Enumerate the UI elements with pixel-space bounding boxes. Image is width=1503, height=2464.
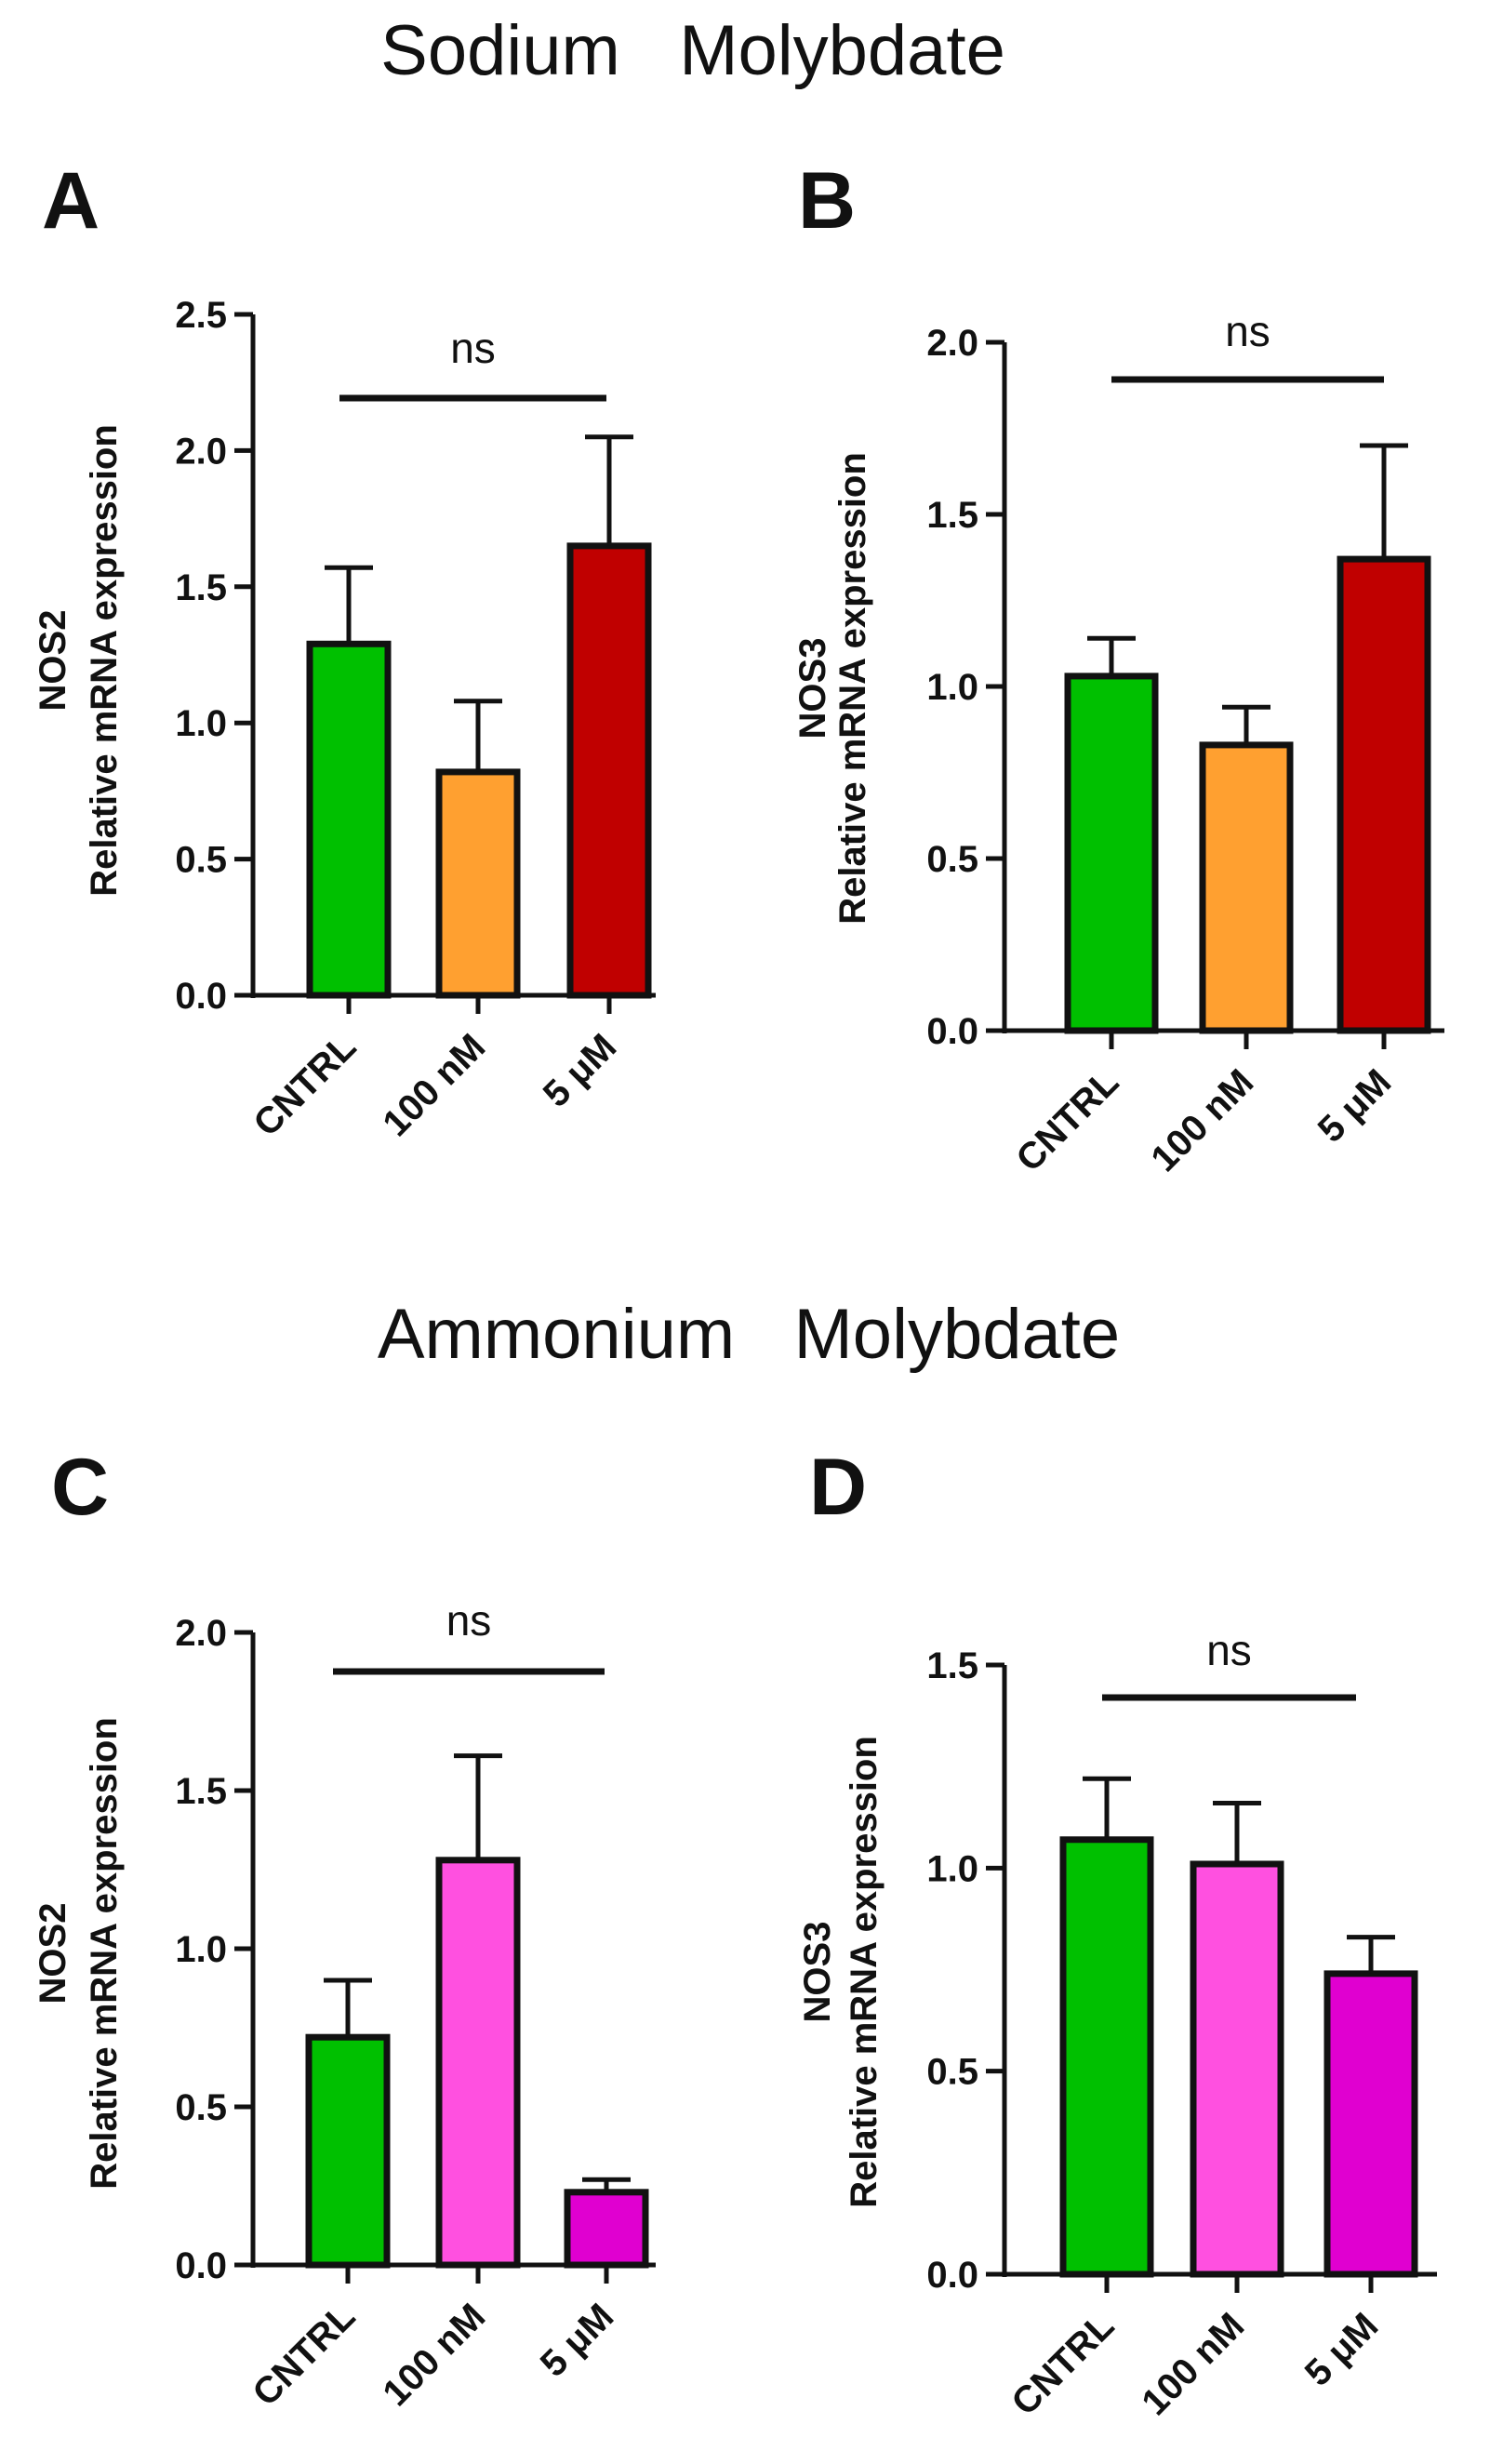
bar-c-2 xyxy=(435,1857,521,2269)
y-tick-label-b-0: 0.0 xyxy=(926,1011,978,1052)
y-tick-label-b-1: 0.5 xyxy=(926,839,978,880)
category-label-b-3: 5 μM xyxy=(1310,1061,1400,1151)
y-tick-label-c-1: 0.5 xyxy=(175,2087,227,2128)
y-axis-label-b-line2: Relative mRNA expression xyxy=(832,452,873,925)
panel-letter-a: A xyxy=(42,156,100,246)
category-label-d-3: 5 μM xyxy=(1297,2305,1387,2394)
category-label-a-3: 5 μM xyxy=(536,1026,625,1115)
bar-b-2 xyxy=(1199,741,1294,1034)
y-axis-label-b-line1: NOS3 xyxy=(792,638,833,739)
significance-label-b: ns xyxy=(1225,307,1270,355)
y-tick-label-a-2: 1.0 xyxy=(175,703,227,744)
chart-plot-c: 0.0 0.5 1.0 1.5 2.0 CNTRL 100 nM 5 μM ns xyxy=(175,1596,656,2414)
y-tick-label-d-3: 1.5 xyxy=(926,1645,978,1686)
bar-d-2 xyxy=(1190,1860,1284,2278)
panel-letter-c: C xyxy=(51,1443,109,1532)
panel-b: B NOS3 Relative mRNA expression 0.0 0.5 1.… xyxy=(792,156,1444,1179)
y-tick-label-a-5: 2.5 xyxy=(175,295,227,336)
significance-label-c: ns xyxy=(446,1596,492,1645)
y-axis-label-c-line1: NOS2 xyxy=(33,1903,73,2004)
category-label-a-1: CNTRL xyxy=(246,1026,364,1144)
y-tick-label-d-1: 0.5 xyxy=(926,2052,978,2093)
category-label-b-1: CNTRL xyxy=(1008,1061,1126,1179)
category-label-c-2: 100 nM xyxy=(375,2296,493,2414)
y-tick-label-b-3: 1.5 xyxy=(926,495,978,536)
section-title-sodium: Sodium Molybdate xyxy=(380,11,1005,90)
y-axis-label-a-line1: NOS2 xyxy=(33,610,73,712)
y-tick-label-c-3: 1.5 xyxy=(175,1771,227,1812)
bar-b-1 xyxy=(1064,673,1159,1034)
y-tick-label-d-2: 1.0 xyxy=(926,1848,978,1889)
y-axis-label-d-line2: Relative mRNA expression xyxy=(844,1736,885,2208)
panel-a: A NOS2 Relative mRNA expression 0.0 0.5 1.… xyxy=(33,156,656,1144)
y-tick-label-a-0: 0.0 xyxy=(175,976,227,1017)
bar-a-3 xyxy=(566,542,652,999)
y-tick-label-a-1: 0.5 xyxy=(175,840,227,881)
bar-c-1 xyxy=(305,2033,391,2269)
y-tick-label-a-4: 2.0 xyxy=(175,431,227,472)
y-tick-label-b-4: 2.0 xyxy=(926,323,978,364)
chart-plot-d: 0.0 0.5 1.0 1.5 CNTRL 100 nM 5 μM ns xyxy=(926,1626,1437,2423)
chart-plot-b: 0.0 0.5 1.0 1.5 2.0 CNTRL 100 nM 5 μM ns xyxy=(926,307,1444,1179)
panel-c: C NOS2 Relative mRNA expression 0.0 0.5 1.… xyxy=(33,1443,656,2414)
panel-letter-d: D xyxy=(809,1443,867,1532)
significance-label-a: ns xyxy=(450,324,496,372)
category-label-d-1: CNTRL xyxy=(1004,2305,1122,2423)
y-axis-label-d-line1: NOS3 xyxy=(797,1922,838,2023)
bar-c-3 xyxy=(564,2189,649,2269)
chart-plot-a: 0.0 0.5 1.0 1.5 2.0 2.5 CNTRL 100 nM 5 μM ns xyxy=(175,295,656,1144)
y-tick-label-c-4: 2.0 xyxy=(175,1613,227,1654)
panel-d: D NOS3 Relative mRNA expression 0.0 0.5 1.… xyxy=(797,1443,1437,2423)
y-tick-label-a-3: 1.5 xyxy=(175,567,227,608)
panel-letter-b: B xyxy=(798,156,856,246)
category-label-d-2: 100 nM xyxy=(1134,2305,1252,2423)
y-axis-label-c-line2: Relative mRNA expression xyxy=(84,1717,125,2190)
category-label-c-3: 5 μM xyxy=(533,2296,622,2385)
bar-d-3 xyxy=(1323,1970,1418,2278)
y-axis-label-a-line2: Relative mRNA expression xyxy=(84,424,125,897)
y-tick-label-c-0: 0.0 xyxy=(175,2245,227,2286)
category-label-a-2: 100 nM xyxy=(375,1026,493,1144)
section-title-ammonium: Ammonium Molybdate xyxy=(378,1295,1120,1374)
category-label-b-2: 100 nM xyxy=(1143,1061,1261,1179)
y-tick-label-c-2: 1.0 xyxy=(175,1929,227,1970)
category-label-c-1: CNTRL xyxy=(245,2296,363,2414)
significance-label-d: ns xyxy=(1206,1626,1252,1674)
bar-a-1 xyxy=(306,640,392,999)
bar-d-1 xyxy=(1059,1836,1154,2278)
bar-b-3 xyxy=(1337,555,1431,1034)
bar-a-2 xyxy=(435,768,521,999)
y-tick-label-b-2: 1.0 xyxy=(926,667,978,708)
y-tick-label-d-0: 0.0 xyxy=(926,2255,978,2296)
